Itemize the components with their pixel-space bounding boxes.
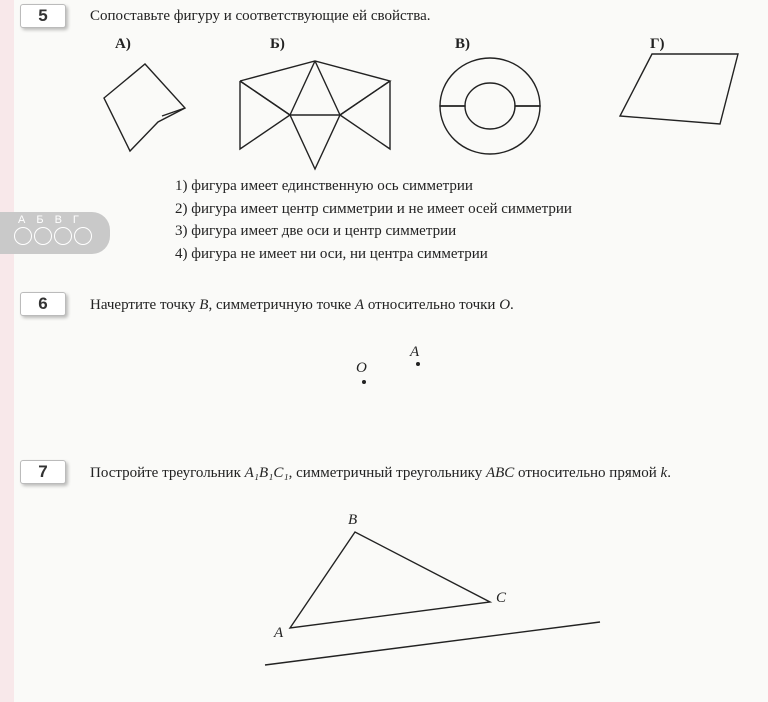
task-7-prompt: Постройте треугольник A₁B₁C₁, симметричн… — [90, 463, 748, 483]
task-7-canvas: B C A — [170, 510, 670, 690]
option-1: 1) фигура имеет единственную ось симметр… — [175, 175, 572, 198]
task-5-number: 5 — [20, 4, 66, 28]
triangle-and-line-k — [170, 510, 670, 690]
task-7-number: 7 — [20, 460, 66, 484]
point-b-label: B — [348, 512, 357, 529]
task-6-prompt: Начертите точку B, симметричную точке A … — [90, 295, 748, 315]
point-a-dot — [416, 362, 420, 366]
page: 5 Сопоставьте фигуру и соответствующие е… — [0, 0, 768, 702]
task-6-canvas: A O — [90, 330, 690, 430]
bubble-b[interactable] — [34, 227, 52, 245]
bubble-hdr-g: Г — [73, 214, 79, 226]
figure-a — [90, 56, 200, 166]
bubble-hdr-v: В — [55, 214, 62, 226]
task-5-prompt: Сопоставьте фигуру и соответствующие ей … — [90, 6, 748, 26]
task-5-options: 1) фигура имеет единственную ось симметр… — [175, 175, 572, 265]
fig-label-a: А) — [115, 36, 131, 53]
option-2: 2) фигура имеет центр симметрии и не име… — [175, 198, 572, 221]
bubble-g[interactable] — [74, 227, 92, 245]
point-o-label: O — [356, 360, 367, 377]
task-5-figure-row: А) Б) В) Г) — [90, 36, 750, 176]
answer-bubbles: А Б В Г — [0, 212, 110, 254]
point-a-label: A — [410, 344, 419, 361]
task-6-number: 6 — [20, 292, 66, 316]
option-4: 4) фигура не имеет ни оси, ни центра сим… — [175, 243, 572, 266]
point-a-label-7: A — [274, 625, 283, 642]
option-3: 3) фигура имеет две оси и центр симметри… — [175, 220, 572, 243]
bubble-hdr-a: А — [18, 214, 25, 226]
bubble-hdr-b: Б — [36, 214, 43, 226]
figure-b — [230, 51, 400, 181]
point-c-label: C — [496, 590, 506, 607]
figure-g — [610, 46, 750, 146]
bubble-v[interactable] — [54, 227, 72, 245]
point-o-dot — [362, 380, 366, 384]
figure-v — [425, 51, 555, 161]
bubble-a[interactable] — [14, 227, 32, 245]
left-margin-strip — [0, 0, 14, 702]
